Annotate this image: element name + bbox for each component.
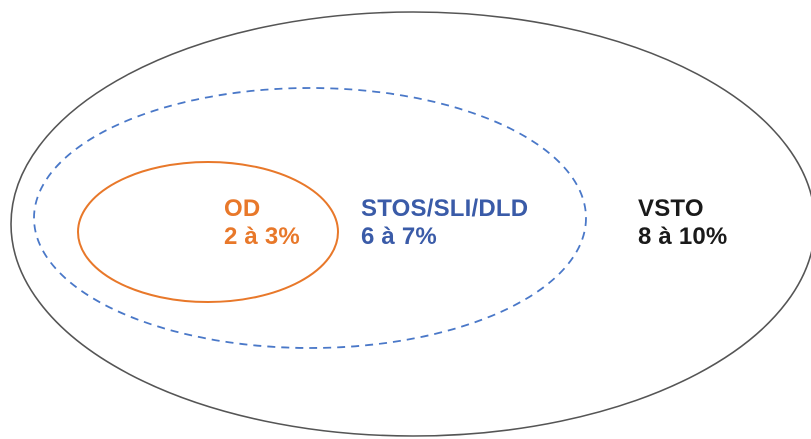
stos-sli-dld-label: STOS/SLI/DLD 6 à 7% [361,195,528,251]
vsto-ellipse [10,11,811,437]
od-label: OD 2 à 3% [224,195,300,251]
vsto-range: 8 à 10% [638,223,728,250]
od-ellipse [77,161,339,303]
vsto-name: VSTO [638,195,704,222]
stos-sli-dld-name: STOS/SLI/DLD [361,195,529,222]
stos-sli-dld-ellipse [33,87,587,349]
stos-sli-dld-range: 6 à 7% [361,223,437,250]
od-range: 2 à 3% [224,223,300,250]
vsto-label: VSTO 8 à 10% [638,195,727,251]
od-name: OD [224,195,261,222]
